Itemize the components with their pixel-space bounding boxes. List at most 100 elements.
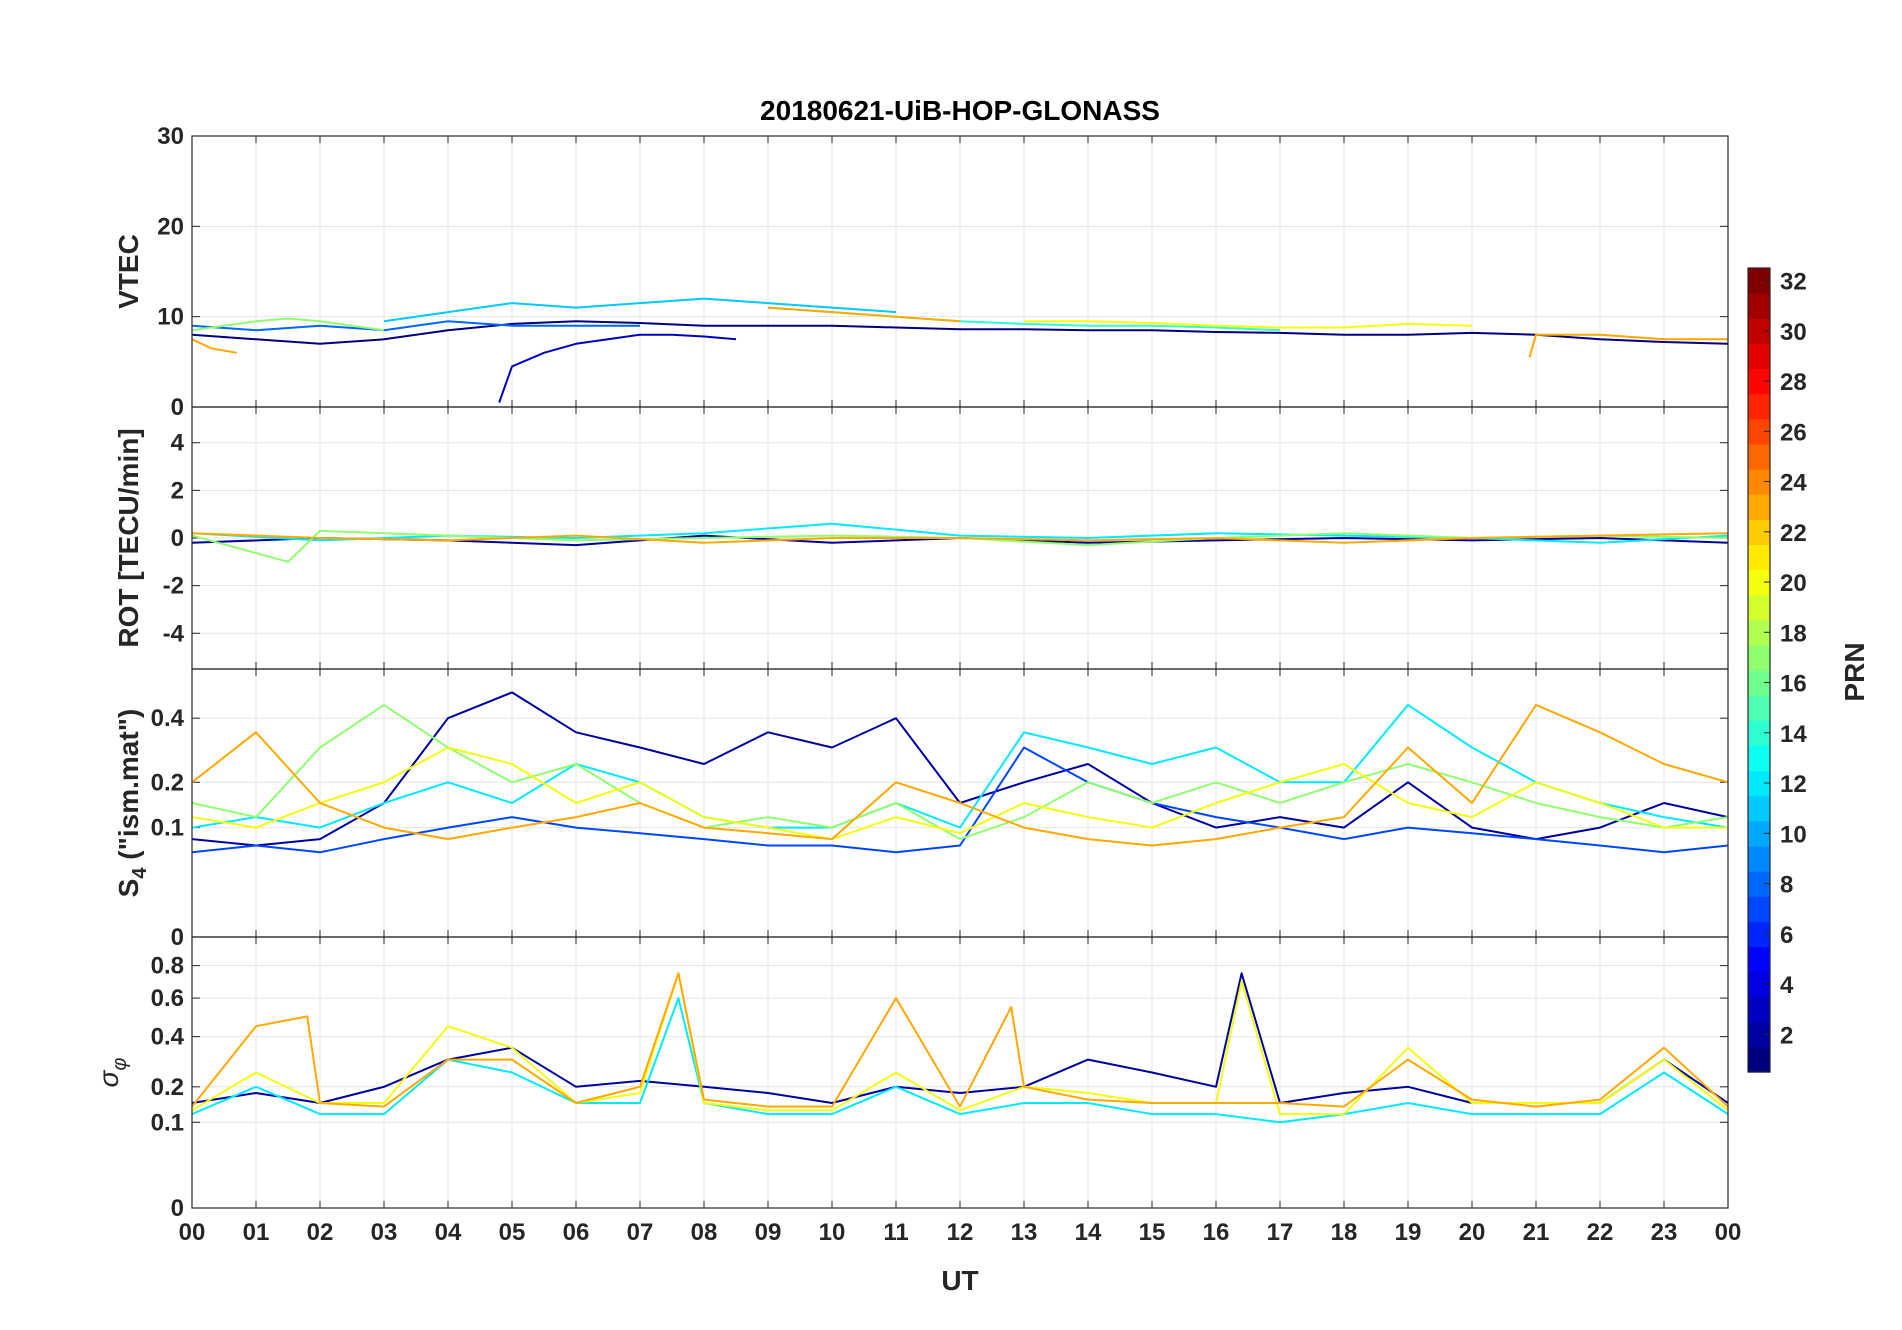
series-line-prn-23 xyxy=(1528,333,1728,358)
colorbar-tick-label: 30 xyxy=(1780,319,1807,346)
colorbar-segment xyxy=(1748,318,1770,344)
colorbar-segment xyxy=(1748,293,1770,319)
y-tick-label: 0.8 xyxy=(151,953,184,980)
y-axis-label: ROT [TECU/min] xyxy=(113,428,144,647)
x-tick-label: 22 xyxy=(1587,1219,1614,1246)
colorbar-segment xyxy=(1748,820,1770,847)
x-axis-label: UT xyxy=(941,1265,978,1296)
colorbar-tick-label: 2 xyxy=(1780,1022,1793,1049)
colorbar-segment xyxy=(1748,469,1770,495)
y-tick-label: 0.1 xyxy=(151,815,184,842)
y-tick-label: 0.4 xyxy=(151,705,185,732)
colorbar-segment xyxy=(1748,368,1770,395)
colorbar-segment xyxy=(1748,695,1770,721)
panel-rot: -4 -2 0 2 4 ROT [TECU/min] xyxy=(113,406,1729,670)
colorbar-tick-label: 24 xyxy=(1780,470,1807,497)
colorbar-tick-label: 32 xyxy=(1780,269,1807,296)
y-axis-label: VTEC xyxy=(113,234,144,309)
colorbar-segment xyxy=(1748,594,1770,621)
colorbar-segment xyxy=(1748,996,1770,1023)
panel-vtec: 0 10 20 30 VTEC xyxy=(113,123,1729,421)
series-line-prn-20 xyxy=(192,746,1728,841)
series-line-prn-23 xyxy=(767,306,961,323)
colorbar-tick-label: 10 xyxy=(1780,821,1807,848)
x-tick-label: 00 xyxy=(179,1219,206,1246)
x-tick-label: 12 xyxy=(947,1219,974,1246)
series-group xyxy=(192,972,1728,1124)
colorbar-segment xyxy=(1748,494,1770,520)
chart-title: 20180621-UiB-HOP-GLONASS xyxy=(760,95,1160,126)
colorbar-segment xyxy=(1748,845,1770,872)
colorbar-segment xyxy=(1748,519,1770,545)
x-tick-label: 11 xyxy=(883,1219,908,1246)
x-tick-label: 05 xyxy=(499,1219,526,1246)
colorbar-tick-label: 4 xyxy=(1780,972,1794,999)
y-tick-label: 0.2 xyxy=(151,769,184,796)
colorbar-segment xyxy=(1748,745,1770,772)
series-line-prn-12 xyxy=(192,703,1728,829)
colorbar-segment xyxy=(1748,720,1770,746)
y-tick-label: 0 xyxy=(171,525,184,552)
x-axis: 00 01 02 03 04 05 06 07 08 09 10 11 12 13 14 15 16 17 18 19… xyxy=(179,1219,1742,1246)
y-axis-label: S4 ("ism.mat") xyxy=(113,709,151,898)
colorbar-tick-label: 14 xyxy=(1780,721,1807,748)
series-line-prn-20 xyxy=(1024,320,1473,329)
colorbar-tick-label: 16 xyxy=(1780,671,1807,698)
colorbar-tick-label: 18 xyxy=(1780,620,1807,647)
colorbar-segment xyxy=(1748,1021,1770,1048)
series-line-prn-11 xyxy=(383,297,897,323)
x-tick-label: 07 xyxy=(627,1219,654,1246)
colorbar-tick-label: 8 xyxy=(1780,872,1793,899)
series-line-prn-12 xyxy=(192,997,1728,1124)
x-tick-label: 03 xyxy=(371,1219,398,1246)
series-group xyxy=(192,691,1728,854)
x-tick-label: 21 xyxy=(1523,1219,1550,1246)
colorbar-segment xyxy=(1748,1046,1770,1073)
colorbar-segment xyxy=(1748,418,1770,445)
colorbar-segment xyxy=(1748,896,1770,922)
series-line-prn-7 xyxy=(192,746,1728,854)
colorbar-segment xyxy=(1748,670,1770,696)
colorbar-tick-label: 22 xyxy=(1780,520,1807,547)
x-tick-label: 08 xyxy=(691,1219,718,1246)
x-tick-label: 19 xyxy=(1395,1219,1422,1246)
y-tick-label: 20 xyxy=(157,213,184,240)
colorbar-segment xyxy=(1748,268,1770,294)
series-group xyxy=(192,522,1728,563)
panel-s4: 0 0.1 0.2 0.4S4 ("ism.mat") xyxy=(113,668,1729,951)
series-line-prn-3 xyxy=(498,333,737,403)
x-tick-label: 16 xyxy=(1203,1219,1230,1246)
y-tick-label: 2 xyxy=(171,477,184,504)
series-line-prn-23 xyxy=(192,338,237,354)
colorbar-segment xyxy=(1748,946,1770,973)
colorbar-segment xyxy=(1748,770,1770,797)
colorbar-tick-label: 12 xyxy=(1780,771,1807,798)
x-tick-label: 10 xyxy=(819,1219,846,1246)
x-tick-label: 15 xyxy=(1139,1219,1166,1246)
x-tick-label: 01 xyxy=(243,1219,270,1246)
colorbar-tick-label: 6 xyxy=(1780,922,1793,949)
series-line-prn-23 xyxy=(192,703,1728,847)
series-line-prn-20 xyxy=(192,972,1728,1116)
colorbar-segment xyxy=(1748,619,1770,646)
y-tick-label: 0.4 xyxy=(151,1024,185,1051)
colorbar-segment xyxy=(1748,921,1770,947)
series-line-prn-17 xyxy=(192,529,1728,563)
colorbar-tick-label: 20 xyxy=(1780,570,1807,597)
series-line-prn-1 xyxy=(192,320,1728,345)
colorbar-segment xyxy=(1748,569,1770,596)
y-tick-label: 0 xyxy=(171,924,184,951)
y-tick-label: 0.6 xyxy=(151,985,184,1012)
x-tick-label: 23 xyxy=(1651,1219,1678,1246)
x-tick-label: 20 xyxy=(1459,1219,1486,1246)
y-tick-label: 4 xyxy=(171,430,185,457)
colorbar-segment xyxy=(1748,393,1770,420)
y-tick-label: 0.1 xyxy=(151,1109,184,1136)
y-tick-label: 10 xyxy=(157,304,184,331)
colorbar-frame xyxy=(1747,267,1771,1073)
x-tick-label: 00 xyxy=(1715,1219,1742,1246)
x-tick-label: 14 xyxy=(1075,1219,1102,1246)
